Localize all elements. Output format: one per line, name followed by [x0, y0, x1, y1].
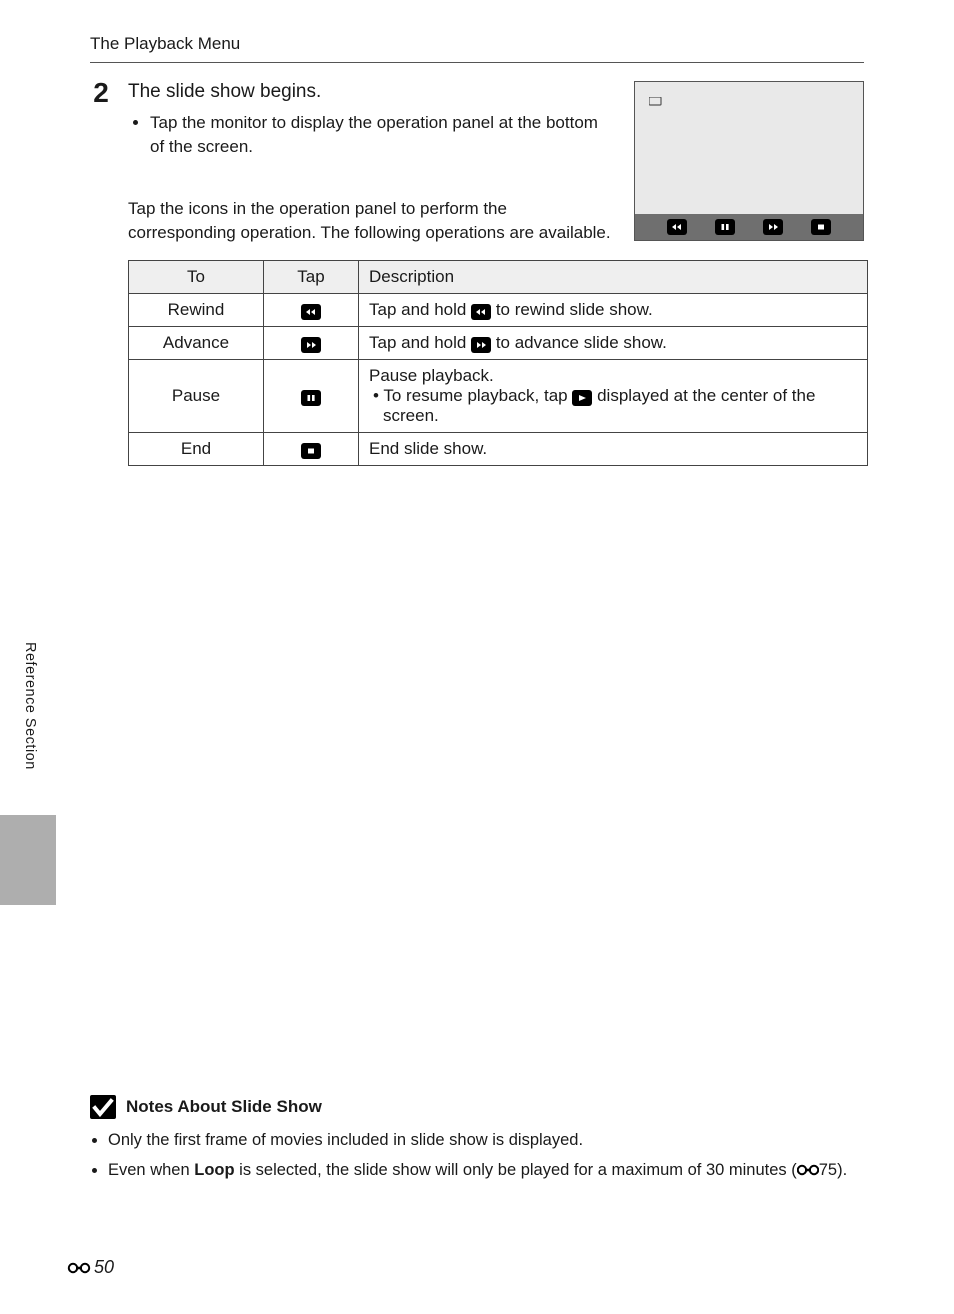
- cell-to: Pause: [129, 359, 264, 432]
- step-block: 2 The slide show begins. Tap the monitor…: [90, 81, 864, 260]
- page-header: The Playback Menu: [90, 34, 864, 54]
- note-check-icon: [90, 1095, 116, 1119]
- rewind-icon[interactable]: [667, 219, 687, 235]
- step-number: 2: [90, 79, 112, 107]
- step-text-column: The slide show begins. Tap the monitor t…: [128, 81, 616, 260]
- note-text-ref: 75).: [819, 1161, 847, 1179]
- notes-heading: Notes About Slide Show: [90, 1095, 864, 1119]
- cell-tap: [264, 432, 359, 465]
- play-icon: [572, 390, 592, 406]
- cell-desc: End slide show.: [359, 432, 868, 465]
- stop-icon[interactable]: [811, 219, 831, 235]
- side-tab: Reference Section: [0, 635, 56, 905]
- cell-tap: [264, 359, 359, 432]
- advance-icon[interactable]: [763, 219, 783, 235]
- desc-subline: • To resume playback, tap displayed at t…: [369, 386, 857, 426]
- note-text-pre: Even when: [108, 1161, 194, 1179]
- table-row: Pause Pause playback. • To resume playba…: [129, 359, 868, 432]
- reference-icon: [797, 1163, 819, 1177]
- step-bullets: Tap the monitor to display the operation…: [128, 111, 616, 159]
- cell-desc: Tap and hold to advance slide show.: [359, 326, 868, 359]
- table-header-tap: Tap: [264, 260, 359, 293]
- notes-section: Notes About Slide Show Only the first fr…: [90, 1095, 864, 1189]
- rewind-icon: [471, 304, 491, 320]
- side-tab-marker: [0, 815, 56, 905]
- screen-preview: [634, 81, 864, 241]
- note-item: Only the first frame of movies included …: [108, 1129, 864, 1153]
- side-tab-label: Reference Section: [22, 642, 38, 770]
- note-item: Even when Loop is selected, the slide sh…: [108, 1159, 864, 1183]
- cell-to: End: [129, 432, 264, 465]
- advance-icon: [471, 337, 491, 353]
- operation-panel: [635, 214, 863, 240]
- reference-icon: [66, 1261, 92, 1275]
- cell-desc: Tap and hold to rewind slide show.: [359, 293, 868, 326]
- cell-tap: [264, 326, 359, 359]
- desc-post: to rewind slide show.: [491, 300, 653, 319]
- notes-title: Notes About Slide Show: [126, 1097, 322, 1117]
- table-header-to: To: [129, 260, 264, 293]
- stop-icon: [301, 443, 321, 459]
- note-text-mid: is selected, the slide show will only be…: [235, 1161, 797, 1179]
- page-number-value: 50: [94, 1257, 114, 1278]
- advance-icon: [301, 337, 321, 353]
- pause-icon[interactable]: [715, 219, 735, 235]
- cell-tap: [264, 293, 359, 326]
- note-text-bold: Loop: [194, 1161, 234, 1179]
- step-title: The slide show begins.: [128, 81, 616, 103]
- cell-to: Advance: [129, 326, 264, 359]
- notes-list: Only the first frame of movies included …: [90, 1129, 864, 1183]
- desc-line1: Pause playback.: [369, 366, 857, 386]
- header-rule: [90, 62, 864, 63]
- table-header-desc: Description: [359, 260, 868, 293]
- desc-post: to advance slide show.: [491, 333, 667, 352]
- step-body: The slide show begins. Tap the monitor t…: [128, 81, 864, 260]
- desc-sub-pre: • To resume playback, tap: [373, 386, 572, 405]
- operations-table: To Tap Description Rewind Tap and hold t…: [128, 260, 868, 466]
- desc-pre: Tap and hold: [369, 300, 471, 319]
- rewind-icon: [301, 304, 321, 320]
- cell-desc: Pause playback. • To resume playback, ta…: [359, 359, 868, 432]
- cell-to: Rewind: [129, 293, 264, 326]
- table-row: Advance Tap and hold to advance slide sh…: [129, 326, 868, 359]
- card-indicator-icon: [649, 92, 663, 112]
- table-header-row: To Tap Description: [129, 260, 868, 293]
- table-row: Rewind Tap and hold to rewind slide show…: [129, 293, 868, 326]
- manual-page: The Playback Menu 2 The slide show begin…: [0, 0, 954, 1314]
- step-followup-paragraph: Tap the icons in the operation panel to …: [128, 197, 616, 246]
- table-row: End End slide show.: [129, 432, 868, 465]
- desc-pre: Tap and hold: [369, 333, 471, 352]
- pause-icon: [301, 390, 321, 406]
- page-number: 50: [66, 1257, 114, 1278]
- step-bullet: Tap the monitor to display the operation…: [150, 111, 616, 159]
